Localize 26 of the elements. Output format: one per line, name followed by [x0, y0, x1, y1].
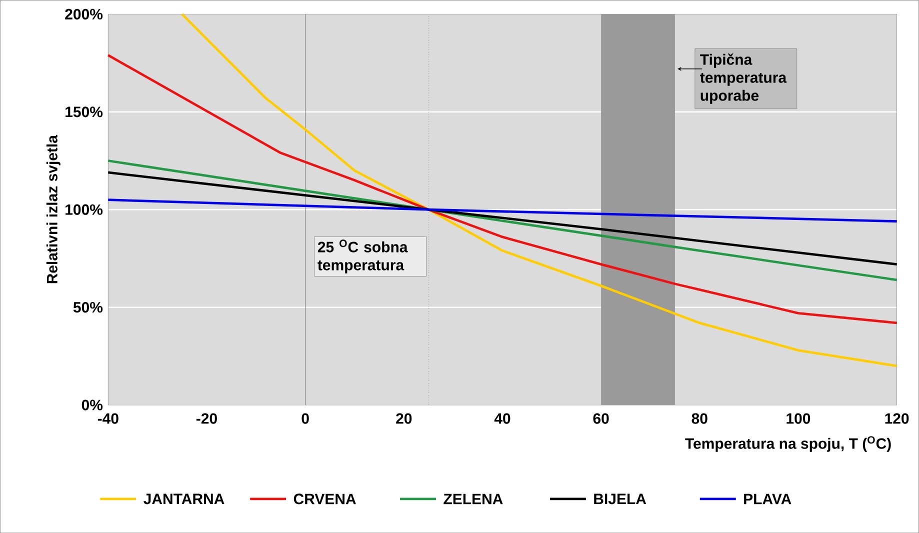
line-series — [180, 12, 898, 368]
x-tick-label: -40 — [98, 413, 118, 424]
legend-label: ZELENA — [444, 494, 503, 504]
line-series — [106, 54, 898, 324]
x-tick-label: 20 — [396, 413, 412, 424]
legend-label: PLAVA — [744, 494, 792, 504]
legend-label: CRVENA — [294, 494, 356, 504]
x-tick-label: 60 — [593, 413, 609, 424]
legend-label: JANTARNA — [144, 494, 224, 504]
line-series — [106, 159, 898, 282]
y-tick-label: 0% — [82, 400, 103, 410]
x-tick-label: 0 — [302, 413, 309, 424]
ref-line-label: 25 $^{O}$C sobna temperatura — [318, 240, 408, 274]
y-tick-label: 50% — [73, 302, 103, 313]
y-tick-label: 100% — [66, 204, 103, 215]
x-tick-label: 40 — [494, 413, 510, 424]
band-label: Tipična temperatura uporabe — [700, 53, 787, 104]
x-tick-label: 80 — [692, 413, 708, 424]
x-tick-label: 120 — [885, 413, 909, 424]
y-axis-title: Relativni izlaz svjetla — [46, 134, 60, 284]
x-tick-label: 100 — [786, 413, 810, 424]
y-tick-label: 150% — [66, 106, 103, 118]
legend-label: BIJELA — [594, 494, 646, 504]
x-axis-title: Temperatura na spoju, T ($^{O}$C) — [685, 436, 891, 452]
y-tick-label: 200% — [65, 8, 103, 20]
x-tick-label: -20 — [196, 413, 217, 424]
